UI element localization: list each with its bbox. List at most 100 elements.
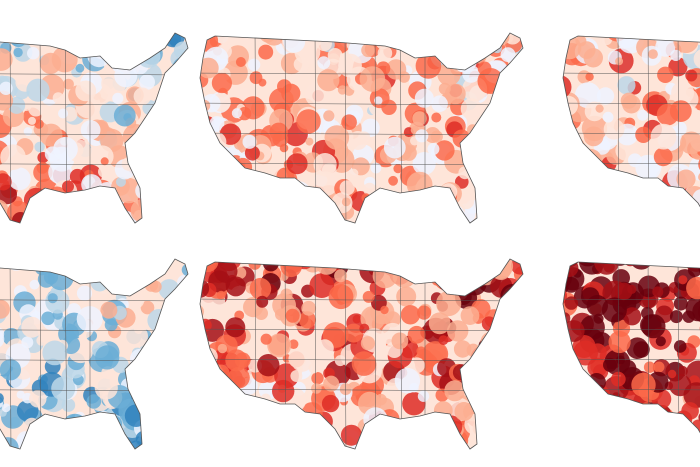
- anomaly-blob: [508, 99, 519, 110]
- anomaly-blob: [568, 446, 580, 449]
- anomaly-blob: [653, 361, 665, 373]
- anomaly-blob: [283, 33, 306, 53]
- anomaly-blob: [136, 151, 151, 166]
- anomaly-blob: [200, 193, 211, 211]
- anomaly-blob: [538, 161, 560, 183]
- anomaly-blob: [570, 188, 588, 206]
- anomaly-blob: [334, 269, 348, 283]
- anomaly-blob: [507, 64, 516, 73]
- anomaly-blob: [235, 433, 247, 446]
- anomaly-blob: [118, 438, 130, 449]
- anomaly-blob: [273, 203, 289, 220]
- anomaly-blob: [173, 41, 188, 60]
- anomaly-blob: [169, 184, 188, 210]
- anomaly-blob: [563, 145, 574, 164]
- anomaly-blob: [539, 402, 562, 425]
- anomaly-blob: [543, 127, 560, 144]
- anomaly-blob: [69, 168, 85, 184]
- anomaly-blob: [518, 178, 523, 187]
- anomaly-blob: [140, 396, 153, 409]
- anomaly-blob: [458, 38, 475, 55]
- anomaly-blob: [415, 129, 429, 143]
- anomaly-blob: [682, 310, 695, 323]
- anomaly-blob: [603, 118, 625, 140]
- anomaly-blob: [397, 196, 422, 220]
- anomaly-blob: [75, 63, 85, 73]
- anomaly-blob: [667, 369, 677, 379]
- anomaly-blob: [546, 364, 558, 376]
- anomaly-blob: [568, 206, 588, 223]
- anomaly-blob: [510, 178, 523, 199]
- anomaly-blob: [669, 310, 683, 324]
- anomaly-blob: [237, 197, 249, 209]
- anomaly-blob: [370, 259, 395, 268]
- anomaly-blob: [35, 435, 51, 449]
- anomaly-blob: [323, 375, 340, 392]
- anomaly-blob: [200, 259, 219, 273]
- anomaly-blob: [225, 317, 246, 338]
- anomaly-blob: [164, 149, 188, 173]
- anomaly-blob: [301, 300, 317, 316]
- anomaly-blob: [563, 376, 567, 385]
- anomaly-blob: [576, 217, 591, 223]
- anomaly-blob: [139, 33, 157, 47]
- anomaly-blob: [152, 343, 170, 360]
- anomaly-blob: [61, 442, 77, 449]
- anomaly-blob: [263, 443, 279, 449]
- anomaly-blob: [200, 370, 207, 386]
- anomaly-blob: [425, 199, 443, 217]
- anomaly-blob: [200, 167, 217, 187]
- anomaly-blob: [518, 314, 523, 323]
- anomaly-blob: [142, 130, 162, 150]
- anomaly-blob: [400, 305, 421, 325]
- anomaly-blob: [212, 364, 230, 383]
- anomaly-blob: [176, 101, 188, 124]
- anomaly-blob: [380, 211, 406, 223]
- us-map-panel-top-middle: [199, 32, 524, 224]
- anomaly-blob: [169, 303, 188, 322]
- anomaly-blob: [229, 439, 247, 449]
- anomaly-blob: [507, 344, 520, 357]
- anomaly-blob: [563, 170, 580, 188]
- anomaly-blob: [493, 208, 516, 223]
- anomaly-blob: [175, 114, 188, 133]
- anomaly-blob: [242, 404, 263, 425]
- anomaly-blob: [21, 259, 39, 267]
- anomaly-blob: [601, 412, 614, 425]
- anomaly-blob: [130, 361, 153, 384]
- anomaly-blob: [460, 98, 482, 120]
- anomaly-blob: [109, 267, 120, 278]
- anomaly-blob: [474, 414, 488, 428]
- anomaly-blob: [563, 426, 571, 446]
- anomaly-blob: [63, 418, 89, 443]
- anomaly-blob: [676, 169, 696, 189]
- anomaly-blob: [173, 402, 196, 425]
- anomaly-blob: [409, 259, 431, 277]
- anomaly-blob: [563, 99, 570, 113]
- anomaly-blob: [102, 211, 122, 223]
- anomaly-blob: [224, 431, 236, 443]
- anomaly-blob: [106, 262, 130, 285]
- anomaly-blob: [318, 211, 337, 223]
- anomaly-blob: [160, 358, 173, 371]
- anomaly-blob: [542, 279, 555, 292]
- anomaly-blob: [0, 144, 26, 170]
- anomaly-blob: [613, 423, 638, 448]
- anomaly-blob: [220, 414, 245, 440]
- anomaly-blob: [235, 176, 244, 186]
- anomaly-blob: [417, 425, 427, 435]
- anomaly-blob: [341, 114, 357, 130]
- anomaly-blob: [222, 216, 244, 223]
- anomaly-blob: [62, 180, 74, 193]
- anomaly-blob: [296, 109, 321, 134]
- anomaly-blob: [602, 111, 614, 123]
- anomaly-blob: [577, 393, 586, 402]
- anomaly-blob: [466, 268, 480, 281]
- anomaly-blob: [245, 426, 258, 439]
- anomaly-blob: [147, 378, 173, 404]
- anomaly-blob: [288, 350, 306, 368]
- anomaly-blob: [398, 71, 410, 83]
- anomaly-blob: [686, 276, 700, 300]
- anomaly-blob: [1, 403, 11, 413]
- anomaly-blob: [293, 57, 308, 72]
